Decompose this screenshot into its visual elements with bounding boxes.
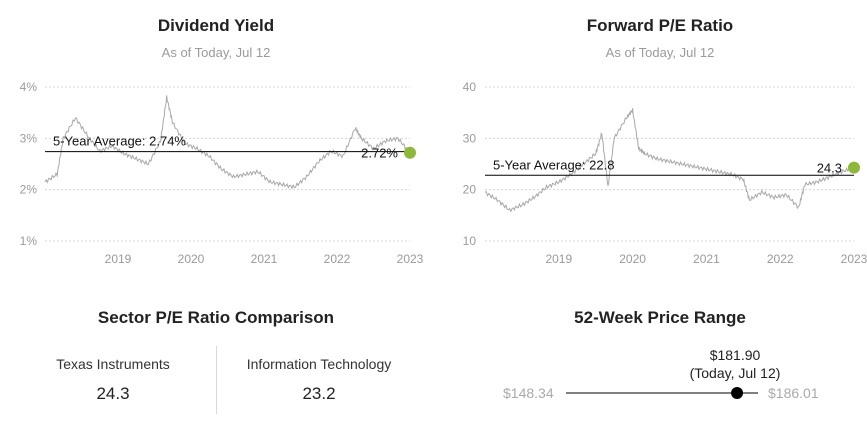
forward-pe-chart: 40 30 20 10 2019 2020 2021 2022 2023 5-Year Ave… (463, 80, 867, 266)
current-value-label: 24.3 (817, 161, 842, 176)
company-label: Texas Instruments (56, 356, 170, 372)
x-tick-label: 2020 (619, 252, 646, 266)
dividend-yield-title: Dividend Yield (157, 16, 275, 35)
x-tick-label: 2019 (545, 252, 572, 266)
forward-pe-series-line (484, 108, 855, 213)
x-tick-label: 2020 (178, 252, 205, 266)
y-tick-label: 10 (463, 234, 477, 248)
range-low-label: $148.34 (503, 385, 554, 401)
sector-comparison-title: Sector P/E Ratio Comparison (97, 308, 335, 327)
five-year-average-label: 5-Year Average: 2.74% (53, 134, 186, 149)
y-tick-label: 2% (20, 183, 38, 197)
current-price-value: $181.90 (709, 347, 761, 363)
forward-pe-title: Forward P/E Ratio (586, 16, 734, 35)
current-value-label: 2.72% (361, 146, 398, 161)
current-price-marker (731, 387, 744, 399)
current-price-label: $181.90 (Today, Jul 12) (660, 346, 810, 382)
y-tick-label: 4% (20, 80, 38, 94)
x-tick-label: 2022 (324, 252, 351, 266)
y-tick-label: 20 (463, 183, 477, 197)
x-tick-label: 2022 (767, 252, 794, 266)
comparison-divider (216, 346, 217, 414)
sector-pe-value: 23.2 (302, 384, 336, 403)
sector-label: Information Technology (246, 356, 392, 372)
current-price-date: (Today, Jul 12) (689, 365, 781, 381)
x-tick-label: 2023 (397, 252, 424, 266)
forward-pe-subtitle: As of Today, Jul 12 (605, 45, 715, 60)
y-tick-label: 30 (463, 131, 477, 145)
range-high-label: $186.01 (768, 385, 819, 401)
dividend-yield-series-line (44, 95, 411, 190)
price-range-title: 52-Week Price Range (574, 308, 746, 327)
x-tick-label: 2021 (693, 252, 720, 266)
current-value-marker (404, 146, 416, 159)
x-tick-label: 2019 (105, 252, 132, 266)
x-tick-label: 2023 (841, 252, 867, 266)
y-tick-label: 3% (20, 131, 38, 145)
five-year-average-label: 5-Year Average: 22.8 (493, 157, 614, 172)
y-tick-label: 1% (20, 234, 38, 248)
y-tick-label: 40 (463, 80, 477, 94)
company-pe-value: 24.3 (96, 384, 130, 403)
current-value-marker (848, 161, 860, 174)
dividend-yield-chart: 4% 3% 2% 1% 2019 2020 2021 2022 2023 5-Year Ave… (20, 80, 424, 266)
dividend-yield-subtitle: As of Today, Jul 12 (161, 45, 271, 60)
x-tick-label: 2021 (251, 252, 278, 266)
